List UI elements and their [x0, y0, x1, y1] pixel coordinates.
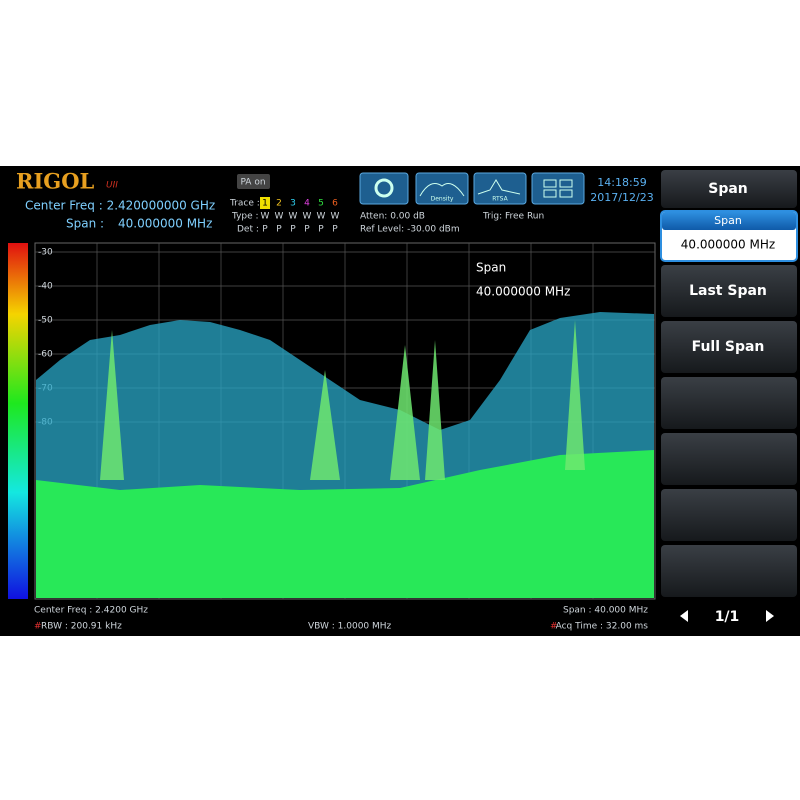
trace-det: P: [318, 225, 324, 235]
acq-flag: #: [550, 622, 558, 632]
layout-icon: [559, 189, 573, 198]
softkey-title-box: [661, 170, 797, 208]
span-label: Span :: [66, 217, 104, 231]
y-tick-label: -60: [38, 350, 53, 360]
trace-number: 6: [332, 199, 338, 209]
page-indicator: 1/1: [715, 609, 740, 625]
center-freq: Center Freq : 2.420000000 GHz: [25, 199, 215, 213]
brand: RIGOL: [16, 169, 95, 194]
rtsa-label: RTSA: [492, 196, 508, 203]
trace-type: W: [303, 212, 312, 222]
gear-icon: [374, 178, 394, 198]
trace-number: 2: [276, 199, 282, 209]
trace-type: W: [289, 212, 298, 222]
softkey-label: Last Span: [689, 283, 767, 299]
time: 14:18:59: [597, 176, 646, 189]
trace-active: [260, 197, 270, 209]
layout-icon: [559, 179, 573, 188]
trace-number: 1: [262, 199, 268, 209]
softkey-empty: [661, 433, 797, 485]
trig: Trig: Free Run: [482, 212, 544, 222]
atten: Atten: 0.00 dB: [360, 212, 425, 222]
brand-suffix: UII: [106, 181, 118, 191]
vbw: VBW : 1.0000 MHz: [308, 622, 392, 632]
pa-text: PA on: [240, 178, 265, 188]
marker-label: Span: [476, 261, 506, 275]
spectrum-floor: [36, 450, 654, 598]
type-label: Type :: [231, 212, 259, 222]
softkey-active-value: 40.000000 MHz: [681, 238, 775, 252]
trace-det: P: [290, 225, 296, 235]
rtsa-icon: [477, 179, 521, 195]
settings-button[interactable]: [359, 172, 409, 205]
layout-icon: [543, 189, 557, 198]
softkey-active-label: Span: [714, 214, 742, 227]
ref-level: Ref Level: -30.00 dBm: [360, 225, 460, 235]
softkey-empty: [661, 545, 797, 597]
trace-type: W: [317, 212, 326, 222]
density-icon: [419, 183, 465, 197]
trace-det: P: [262, 225, 268, 235]
span-value: 40.000000 MHz: [118, 217, 212, 231]
softkey[interactable]: [661, 265, 797, 317]
trace-det: P: [304, 225, 310, 235]
rbw: RBW : 200.91 kHz: [41, 622, 122, 632]
softkey-title: Span: [708, 181, 748, 197]
softkey[interactable]: [661, 321, 797, 373]
det-label: Det :: [237, 225, 259, 235]
softkey-empty: [661, 489, 797, 541]
trace-type: W: [331, 212, 340, 222]
date: 2017/12/23: [590, 191, 653, 204]
trace-det: P: [276, 225, 282, 235]
trace-number: 5: [318, 199, 324, 209]
y-tick-label: -30: [38, 248, 53, 258]
footer-span: Span : 40.000 MHz: [563, 606, 648, 616]
acq: Acq Time : 32.00 ms: [556, 622, 649, 632]
layout-button[interactable]: [531, 172, 585, 205]
layout-icon: [543, 179, 557, 188]
trace-det: P: [332, 225, 338, 235]
pa-badge: [237, 174, 270, 189]
color-bar: [8, 243, 28, 599]
rbw-flag: #: [34, 622, 42, 632]
footer-center: Center Freq : 2.4200 GHz: [34, 606, 148, 616]
trace-type: W: [261, 212, 270, 222]
trace-label: Trace :: [229, 199, 260, 209]
marker-value: 40.000000 MHz: [476, 285, 570, 299]
density-button[interactable]: [415, 172, 469, 205]
page-prev[interactable]: [680, 610, 688, 622]
trace-number: 4: [304, 199, 310, 209]
y-tick-label: -40: [38, 282, 53, 292]
softkey-empty: [661, 377, 797, 429]
softkey-active-header: [662, 212, 796, 230]
softkey-label: Full Span: [692, 339, 765, 355]
density-label: Density: [431, 196, 454, 203]
y-tick-label: -50: [38, 316, 53, 326]
trace-type: W: [275, 212, 284, 222]
rtsa-button[interactable]: [473, 172, 527, 205]
trace-number: 3: [290, 199, 296, 209]
page-next[interactable]: [766, 610, 774, 622]
